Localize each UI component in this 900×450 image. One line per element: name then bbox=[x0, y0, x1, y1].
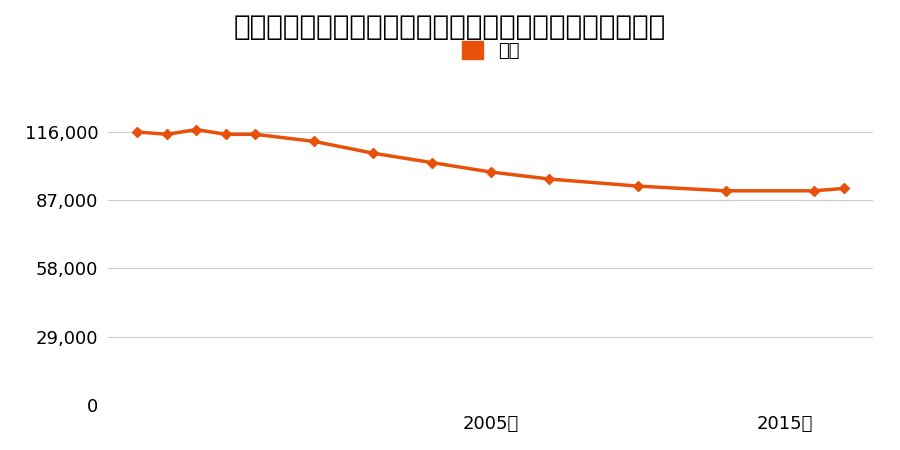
Legend: 価格: 価格 bbox=[462, 40, 519, 60]
Text: 愛知県西春日井郡豊山町大字豊場字若宮１９番の地価推移: 愛知県西春日井郡豊山町大字豊場字若宮１９番の地価推移 bbox=[234, 14, 666, 41]
